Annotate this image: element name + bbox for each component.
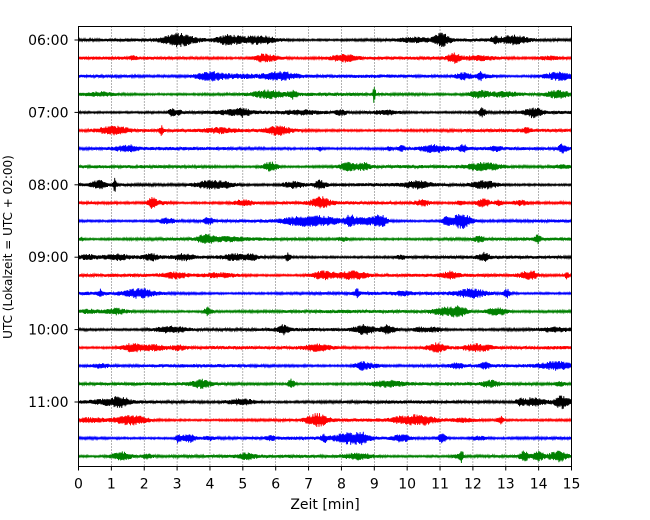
x-tick-label: 7 xyxy=(304,477,313,493)
trace-line xyxy=(78,32,572,48)
x-tick-label: 14 xyxy=(530,477,548,493)
grid-lines xyxy=(111,26,539,467)
x-axis-ticks: 0 1 2 3 4 5 6 7 8 9 10 11 12 13 14 15 xyxy=(74,466,581,493)
y-axis-ticks: 06:00 07:00 08:00 09:00 10:00 11:00 xyxy=(28,33,79,411)
trace-line xyxy=(78,342,572,353)
trace-line xyxy=(78,71,572,82)
x-tick-label: 5 xyxy=(238,477,247,493)
trace-line xyxy=(78,305,572,318)
y-axis-label: UTC (Lokalzeit = UTC + 02:00) xyxy=(1,155,15,339)
x-tick-label: 15 xyxy=(563,477,581,493)
trace-line xyxy=(78,270,572,281)
trace-line xyxy=(78,213,572,229)
trace-line xyxy=(78,395,572,410)
y-tick-label: 07:00 xyxy=(28,105,68,121)
trace-line xyxy=(78,87,572,103)
trace-line xyxy=(78,196,572,209)
y-tick-label: 10:00 xyxy=(28,323,68,339)
x-axis-label: Zeit [min] xyxy=(290,497,359,513)
trace-line xyxy=(78,107,572,119)
x-tick-label: 9 xyxy=(370,477,379,493)
trace-line xyxy=(78,288,572,299)
trace-line xyxy=(78,413,572,428)
x-tick-label: 10 xyxy=(398,477,416,493)
x-tick-label: 13 xyxy=(497,477,515,493)
x-tick-label: 11 xyxy=(431,477,449,493)
x-tick-label: 8 xyxy=(337,477,346,493)
trace-line xyxy=(78,161,572,172)
x-tick-label: 1 xyxy=(107,477,116,493)
plot-frame xyxy=(78,26,572,467)
y-tick-label: 06:00 xyxy=(28,33,68,49)
trace-line xyxy=(78,323,572,336)
x-tick-label: 12 xyxy=(464,477,482,493)
x-tick-label: 3 xyxy=(173,477,182,493)
y-tick-label: 09:00 xyxy=(28,250,68,266)
y-tick-label: 11:00 xyxy=(28,395,68,411)
trace-line xyxy=(78,177,572,192)
seismic-traces xyxy=(78,32,572,464)
x-tick-label: 6 xyxy=(271,477,280,493)
trace-line xyxy=(78,143,572,154)
trace-line xyxy=(78,378,572,389)
trace-line xyxy=(78,361,572,371)
trace-line xyxy=(78,251,572,262)
trace-line xyxy=(78,125,572,136)
trace-line xyxy=(78,233,572,245)
trace-line xyxy=(78,450,572,464)
y-tick-label: 08:00 xyxy=(28,178,68,194)
x-tick-label: 2 xyxy=(140,477,149,493)
x-tick-label: 0 xyxy=(74,477,83,493)
trace-line xyxy=(78,431,572,446)
trace-line xyxy=(78,52,572,64)
x-tick-label: 4 xyxy=(206,477,215,493)
